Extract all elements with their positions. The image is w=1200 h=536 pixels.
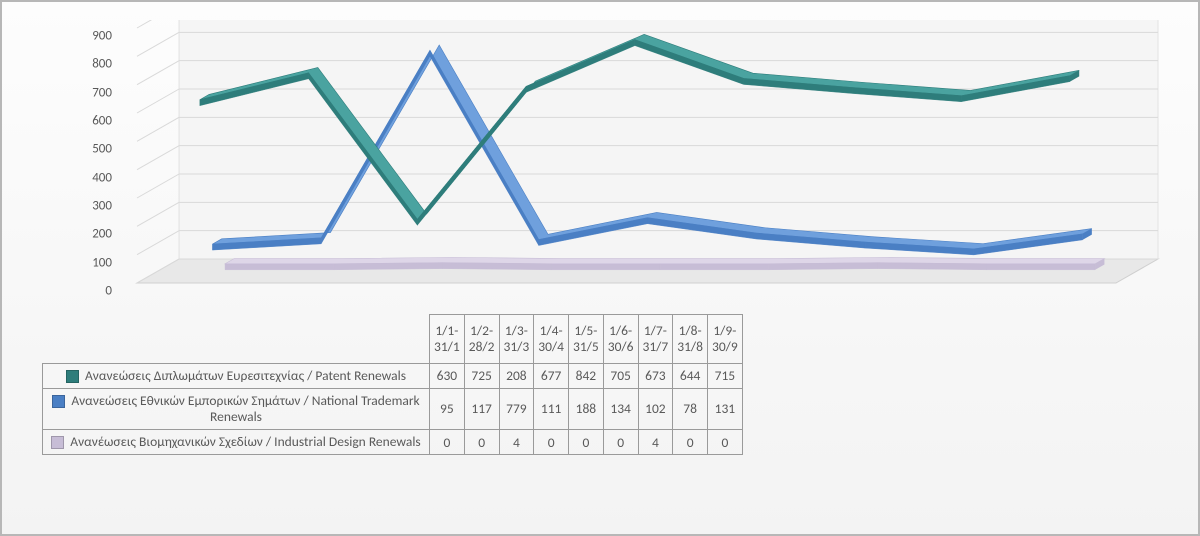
y-tick: 200 [42,227,112,242]
y-tick: 100 [42,255,112,270]
col-header: 1/7-31/7 [638,315,673,364]
data-table: 1/1-31/11/2-28/21/3-31/31/4-30/41/5-31/5… [42,314,743,455]
data-cell: 78 [673,388,708,429]
data-cell: 95 [430,388,465,429]
table-row: Ανανεώσεις Διπλωμάτων Ευρεσιτεχνίας / Pa… [43,363,743,388]
data-cell: 0 [430,430,465,455]
data-cell: 131 [708,388,743,429]
plot-svg [127,20,1168,310]
plot-area [127,20,1168,310]
legend-swatch [66,370,79,383]
data-cell: 715 [708,363,743,388]
data-cell: 0 [464,430,499,455]
data-cell: 111 [534,388,569,429]
table-corner [43,315,430,364]
data-cell: 117 [464,388,499,429]
data-cell: 0 [673,430,708,455]
series-label: Ανανέωσεις Βιομηχανικών Σχεδίων / Indust… [43,430,430,455]
data-cell: 725 [464,363,499,388]
table-header-row: 1/1-31/11/2-28/21/3-31/31/4-30/41/5-31/5… [43,315,743,364]
data-cell: 102 [638,388,673,429]
chart-frame: 0100200300400500600700800900 1/1-31/11/2… [0,0,1200,536]
col-header: 1/4-30/4 [534,315,569,364]
y-axis: 0100200300400500600700800900 [42,28,122,283]
data-cell: 705 [603,363,638,388]
data-cell: 0 [603,430,638,455]
y-tick: 600 [42,114,112,129]
y-tick: 0 [42,284,112,299]
data-cell: 0 [534,430,569,455]
data-cell: 644 [673,363,708,388]
data-cell: 779 [499,388,534,429]
chart-zone: 0 100 200 300 400 500 600 700 800 900 [42,20,1168,310]
y-tick: 800 [42,57,112,72]
data-cell: 4 [638,430,673,455]
series-label: Ανανεώσεις Διπλωμάτων Ευρεσιτεχνίας / Pa… [43,363,430,388]
data-cell: 673 [638,363,673,388]
legend-swatch [51,436,64,449]
col-header: 1/5-31/5 [569,315,604,364]
col-header: 1/2-28/2 [464,315,499,364]
data-cell: 0 [569,430,604,455]
col-header: 1/9-30/9 [708,315,743,364]
series-label: Ανανεώσεις Εθνικών Εμπορικών Σημάτων / N… [43,388,430,429]
data-cell: 134 [603,388,638,429]
col-header: 1/6-30/6 [603,315,638,364]
col-header: 1/1-31/1 [430,315,465,364]
data-cell: 188 [569,388,604,429]
table-row: Ανανέωσεις Βιομηχανικών Σχεδίων / Indust… [43,430,743,455]
col-header: 1/3-31/3 [499,315,534,364]
y-tick: 400 [42,170,112,185]
y-tick: 700 [42,85,112,100]
y-tick: 300 [42,199,112,214]
data-cell: 208 [499,363,534,388]
legend-swatch [52,395,65,408]
data-cell: 842 [569,363,604,388]
data-cell: 677 [534,363,569,388]
data-cell: 0 [708,430,743,455]
data-cell: 4 [499,430,534,455]
y-tick: 500 [42,142,112,157]
col-header: 1/8-31/8 [673,315,708,364]
table-row: Ανανεώσεις Εθνικών Εμπορικών Σημάτων / N… [43,388,743,429]
data-cell: 630 [430,363,465,388]
y-tick: 900 [42,29,112,44]
series-ribbon-design [225,257,1104,263]
